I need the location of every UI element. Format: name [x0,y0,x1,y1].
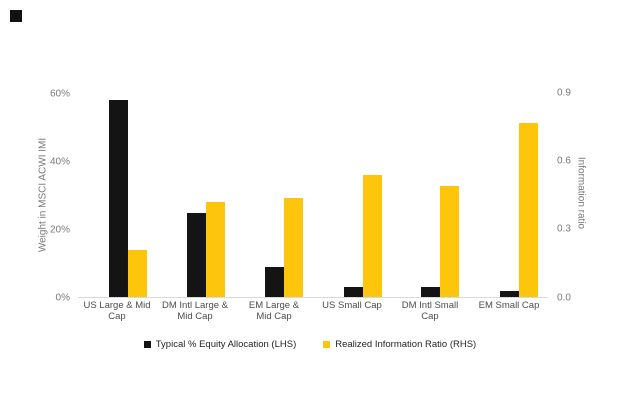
legend-swatch-black-icon [143,341,151,348]
bar-typical-equity-allocation [344,287,363,298]
left-axis-tick-label: 60% [49,88,70,99]
legend-item-information-ratio: Realized Information Ratio (RHS) [323,339,476,350]
bar-realized-information-ratio [128,249,147,298]
bar-typical-equity-allocation [421,287,440,298]
chart-legend: Typical % Equity Allocation (LHS) Realiz… [0,339,620,350]
brand-logo-square-icon [10,10,22,22]
left-axis-title: Weight in MSCI ACWI IMI [37,137,49,253]
bar-realized-information-ratio [363,175,382,298]
x-axis-baseline [78,297,548,298]
right-axis-title: Information ratio [575,156,587,230]
left-axis-tick-label: 20% [49,224,70,235]
bar-typical-equity-allocation [109,100,128,298]
category-label: DM Intl Small Cap [401,300,459,322]
bar-typical-equity-allocation [500,290,519,298]
bar-typical-equity-allocation [265,266,284,298]
bar-realized-information-ratio [519,122,538,298]
legend-label: Typical % Equity Allocation (LHS) [155,339,297,350]
right-axis-tick-label: 0.6 [557,155,571,167]
bar-realized-information-ratio [206,202,225,298]
category-label: DM Intl Large & Mid Cap [162,300,228,322]
category-label: US Large & Mid Cap [83,300,151,322]
bar-realized-information-ratio [440,186,459,298]
category-label: EM Large & Mid Cap [248,300,300,322]
right-axis-tick-label: 0.3 [557,223,571,235]
bar-realized-information-ratio [284,197,303,298]
legend-label: Realized Information Ratio (RHS) [335,339,477,350]
left-axis-tick-label: 40% [49,156,70,167]
legend-item-equity-allocation: Typical % Equity Allocation (LHS) [143,339,297,350]
legend-swatch-yellow-icon [323,341,331,348]
category-label: EM Small Cap [478,300,540,311]
right-axis-tick-label: 0.0 [557,292,571,303]
category-label: US Small Cap [322,300,382,311]
bar-typical-equity-allocation [187,212,206,298]
right-axis-tick-label: 0.9 [557,87,571,99]
left-axis-tick-label: 0% [55,292,70,303]
